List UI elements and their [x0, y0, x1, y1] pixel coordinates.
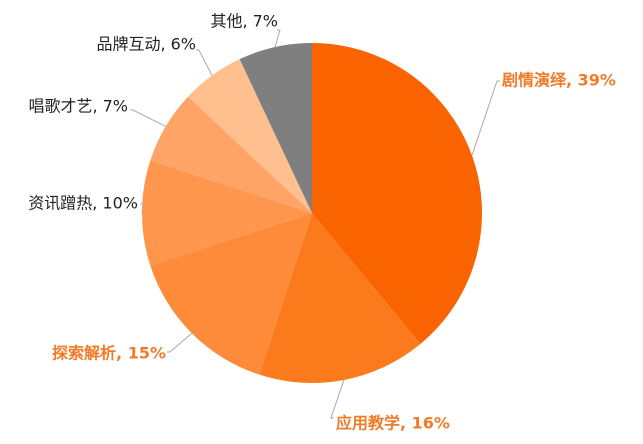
leader-line — [130, 109, 166, 127]
leader-line — [167, 332, 193, 353]
data-label: 其他, 7% — [210, 12, 278, 31]
data-label: 资讯蹭热, 10% — [28, 194, 138, 213]
data-label: 应用教学, 16% — [336, 414, 450, 433]
leader-line — [330, 379, 345, 419]
leader-line — [140, 203, 144, 214]
pie-slice — [188, 59, 312, 214]
data-label: 剧情演绎, 39% — [502, 71, 616, 90]
leader-line — [471, 80, 500, 156]
pie-slice — [141, 160, 312, 266]
data-label: 唱歌才艺, 7% — [28, 97, 128, 116]
pie-slice — [259, 213, 421, 383]
pie-slice — [150, 96, 312, 213]
pie-slice — [239, 43, 312, 213]
leader-line — [196, 49, 213, 76]
leader-line — [274, 29, 281, 48]
data-label: 品牌互动, 6% — [96, 35, 196, 54]
pie-slice — [150, 213, 312, 375]
data-label: 探索解析, 15% — [52, 344, 166, 363]
pie-slice — [312, 43, 483, 344]
